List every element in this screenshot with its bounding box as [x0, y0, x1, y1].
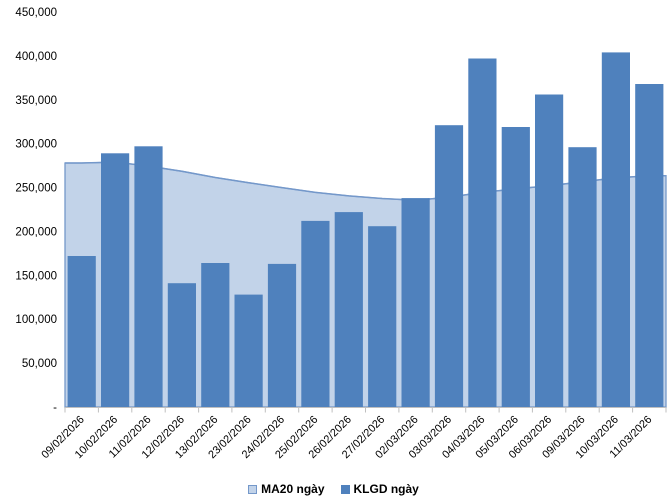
y-axis-tick-label: 350,000 — [15, 95, 57, 107]
bar-25/02/2026 — [301, 220, 330, 407]
bar-13/02/2026 — [201, 263, 230, 407]
legend-item-klgd: KLGD ngày — [340, 482, 419, 496]
bar-02/03/2026 — [401, 198, 430, 407]
y-axis-tick-label: 200,000 — [15, 226, 57, 238]
y-axis-tick-label: 50,000 — [22, 358, 57, 370]
bar-09/03/2026 — [568, 147, 597, 407]
klgd-swatch-icon — [340, 484, 350, 494]
bar-10/02/2026 — [101, 153, 130, 407]
legend-label-klgd: KLGD ngày — [353, 482, 419, 496]
bar-04/03/2026 — [468, 58, 497, 407]
chart-legend: MA20 ngày KLGD ngày — [0, 479, 667, 499]
bar-23/02/2026 — [234, 294, 263, 407]
bar-10/03/2026 — [601, 52, 630, 408]
bar-11/03/2026 — [635, 84, 664, 407]
bar-27/02/2026 — [368, 226, 397, 407]
bar-12/02/2026 — [167, 283, 196, 407]
bar-05/03/2026 — [501, 127, 530, 407]
bar-11/02/2026 — [134, 146, 163, 408]
y-axis-tick-label: 100,000 — [15, 314, 57, 326]
bar-24/02/2026 — [267, 263, 297, 407]
y-axis-tick-label: 250,000 — [15, 183, 57, 195]
bar-03/03/2026 — [434, 125, 464, 407]
legend-item-ma20: MA20 ngày — [248, 482, 325, 496]
ma20-swatch-icon — [248, 484, 258, 494]
y-axis-tick-label: 400,000 — [15, 51, 57, 63]
legend-label-ma20: MA20 ngày — [261, 482, 325, 496]
bar-09/02/2026 — [67, 256, 96, 407]
bar-06/03/2026 — [535, 94, 564, 407]
bar-26/02/2026 — [334, 212, 363, 407]
y-axis-tick-label: 450,000 — [15, 7, 57, 19]
y-axis-tick-label: - — [53, 402, 57, 414]
y-axis-tick-label: 300,000 — [15, 139, 57, 151]
y-axis-tick-label: 150,000 — [15, 270, 57, 282]
